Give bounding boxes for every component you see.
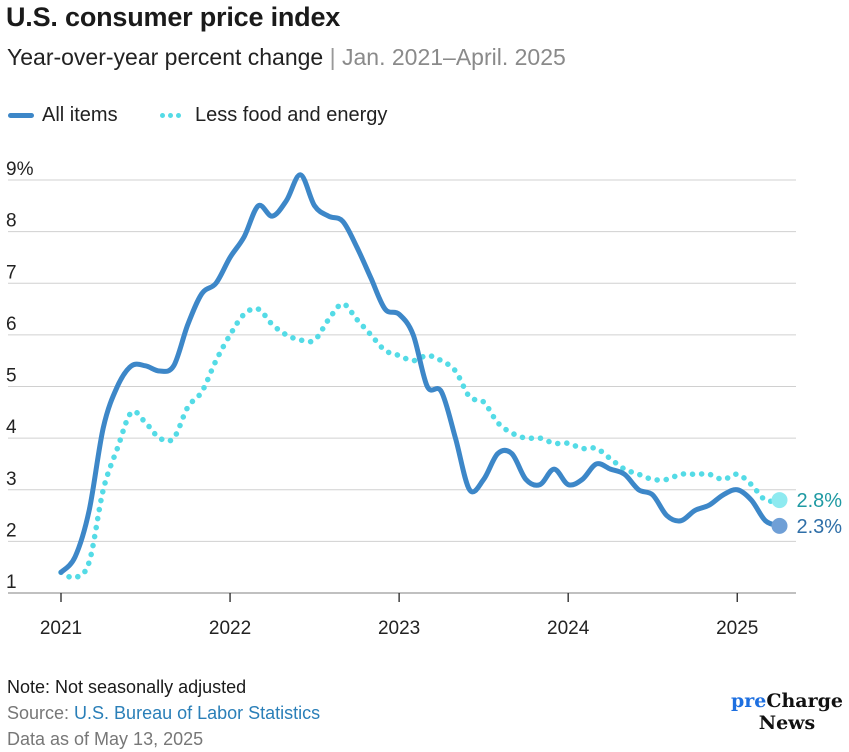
chart-series (58, 172, 783, 581)
x-tick-label-2025: 2025 (716, 618, 758, 639)
legend-swatch-solid-line (8, 113, 34, 118)
y-tick-label-6: 6 (6, 314, 17, 335)
end-marker-all-items (771, 517, 788, 534)
cpi-line-chart: 1 2 3 4 5 6 7 8 9% 2021 2022 2023 2024 2025 2.3% 2.8% (6, 159, 843, 639)
x-tick-label-2023: 2023 (378, 618, 420, 639)
y-tick-label-5: 5 (6, 366, 17, 387)
x-axis: 2021 2022 2023 2024 2025 (40, 593, 758, 639)
source-label: Source: (7, 703, 75, 723)
legend-label-all-items: All items (42, 104, 118, 126)
brand-logo-charge: Charge (766, 690, 843, 712)
series-line-less-food-energy (58, 301, 783, 581)
subtitle-date-range: Jan. 2021–April. 2025 (342, 44, 566, 70)
series-end-markers: 2.3% 2.8% (771, 490, 843, 538)
chart-gridlines (8, 179, 796, 594)
y-tick-label-9: 9% (6, 159, 34, 180)
end-marker-less-food-energy (771, 492, 788, 509)
source-line: Source: U.S. Bureau of Labor Statistics (7, 700, 320, 726)
note-text: Note: Not seasonally adjusted (7, 677, 247, 697)
data-as-of: Data as of May 13, 2025 (7, 729, 204, 749)
x-tick-label-2021: 2021 (40, 618, 82, 639)
legend-swatch-dotted-line (160, 113, 181, 118)
brand-logo-pre: pre (730, 690, 767, 712)
brand-logo-news: News (758, 712, 816, 734)
source-link[interactable]: U.S. Bureau of Labor Statistics (74, 703, 321, 723)
y-tick-label-1: 1 (6, 572, 17, 593)
x-tick-label-2024: 2024 (547, 618, 590, 639)
legend-item-less-food-energy: Less food and energy (160, 104, 387, 127)
brand-logo: preCharge News (731, 690, 843, 734)
series-line-all-items (58, 172, 782, 575)
subtitle-separator: | (329, 44, 336, 70)
y-axis-tick-labels: 1 2 3 4 5 6 7 8 9% (6, 159, 34, 593)
legend-label-less-food-energy: Less food and energy (195, 104, 388, 126)
subtitle-main: Year-over-year percent change (7, 44, 324, 70)
chart-subtitle: Year-over-year percent change | Jan. 202… (7, 44, 566, 71)
end-label-all-items: 2.3% (797, 516, 843, 538)
y-tick-label-3: 3 (6, 469, 17, 490)
legend-item-all-items: All items (8, 104, 118, 127)
y-tick-label-7: 7 (6, 262, 17, 283)
x-tick-label-2022: 2022 (209, 618, 251, 639)
y-tick-label-4: 4 (6, 417, 17, 438)
y-tick-label-2: 2 (6, 520, 17, 541)
chart-notes: Note: Not seasonally adjusted Source: U.… (7, 674, 320, 752)
y-tick-label-8: 8 (6, 211, 17, 232)
end-label-less-food-energy: 2.8% (797, 490, 843, 512)
chart-title: U.S. consumer price index (6, 2, 341, 32)
